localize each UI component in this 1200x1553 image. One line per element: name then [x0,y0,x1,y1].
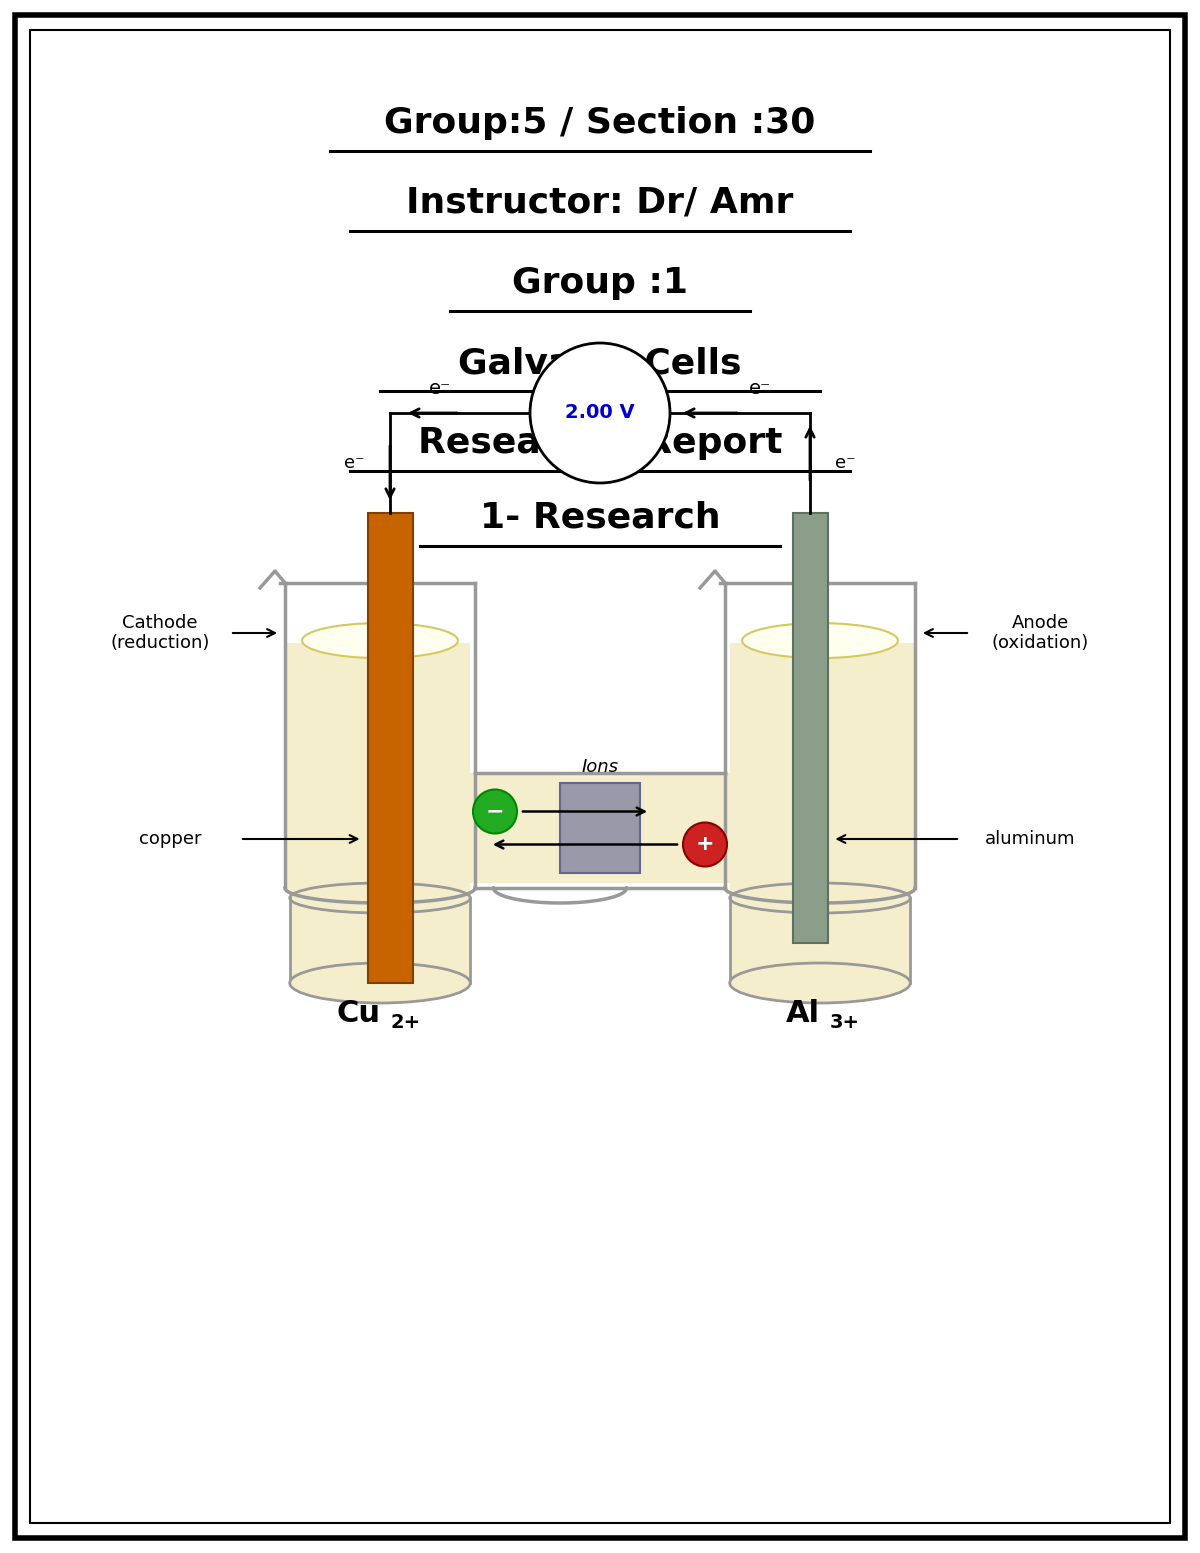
Text: Group :1: Group :1 [512,266,688,300]
Text: e⁻: e⁻ [344,453,365,472]
Text: Ions: Ions [582,758,618,776]
Text: 1- Research: 1- Research [480,502,720,534]
FancyBboxPatch shape [286,643,470,893]
Ellipse shape [730,884,911,913]
Text: copper: copper [139,829,202,848]
Text: +: + [696,834,714,854]
Text: aluminum: aluminum [985,829,1075,848]
Text: Research / Report: Research / Report [418,426,782,460]
Text: Instructor: Dr/ Amr: Instructor: Dr/ Amr [407,186,793,221]
Ellipse shape [289,884,470,913]
Text: Galvanic Cells: Galvanic Cells [458,346,742,380]
Text: Anode
(oxidation): Anode (oxidation) [991,613,1088,652]
Text: Cathode
(reduction): Cathode (reduction) [110,613,210,652]
FancyBboxPatch shape [367,512,413,983]
FancyBboxPatch shape [731,893,910,983]
Text: Cu: Cu [336,999,380,1028]
Text: Group:5 / Section :30: Group:5 / Section :30 [384,106,816,140]
Text: 2.00 V: 2.00 V [565,404,635,422]
Ellipse shape [302,623,458,658]
FancyBboxPatch shape [560,783,640,873]
FancyBboxPatch shape [466,773,734,884]
Ellipse shape [742,623,898,658]
FancyBboxPatch shape [730,643,916,893]
FancyBboxPatch shape [290,893,469,983]
Text: e⁻: e⁻ [749,379,772,398]
Text: −: − [486,801,504,822]
FancyBboxPatch shape [792,512,828,943]
Text: Al: Al [786,999,820,1028]
Circle shape [530,343,670,483]
Text: 2+: 2+ [390,1013,420,1033]
Circle shape [473,789,517,834]
Ellipse shape [289,963,470,1003]
Ellipse shape [730,963,911,1003]
Text: e⁻: e⁻ [835,453,856,472]
Circle shape [683,823,727,867]
Text: e⁻: e⁻ [428,379,451,398]
Text: 3+: 3+ [830,1013,860,1033]
